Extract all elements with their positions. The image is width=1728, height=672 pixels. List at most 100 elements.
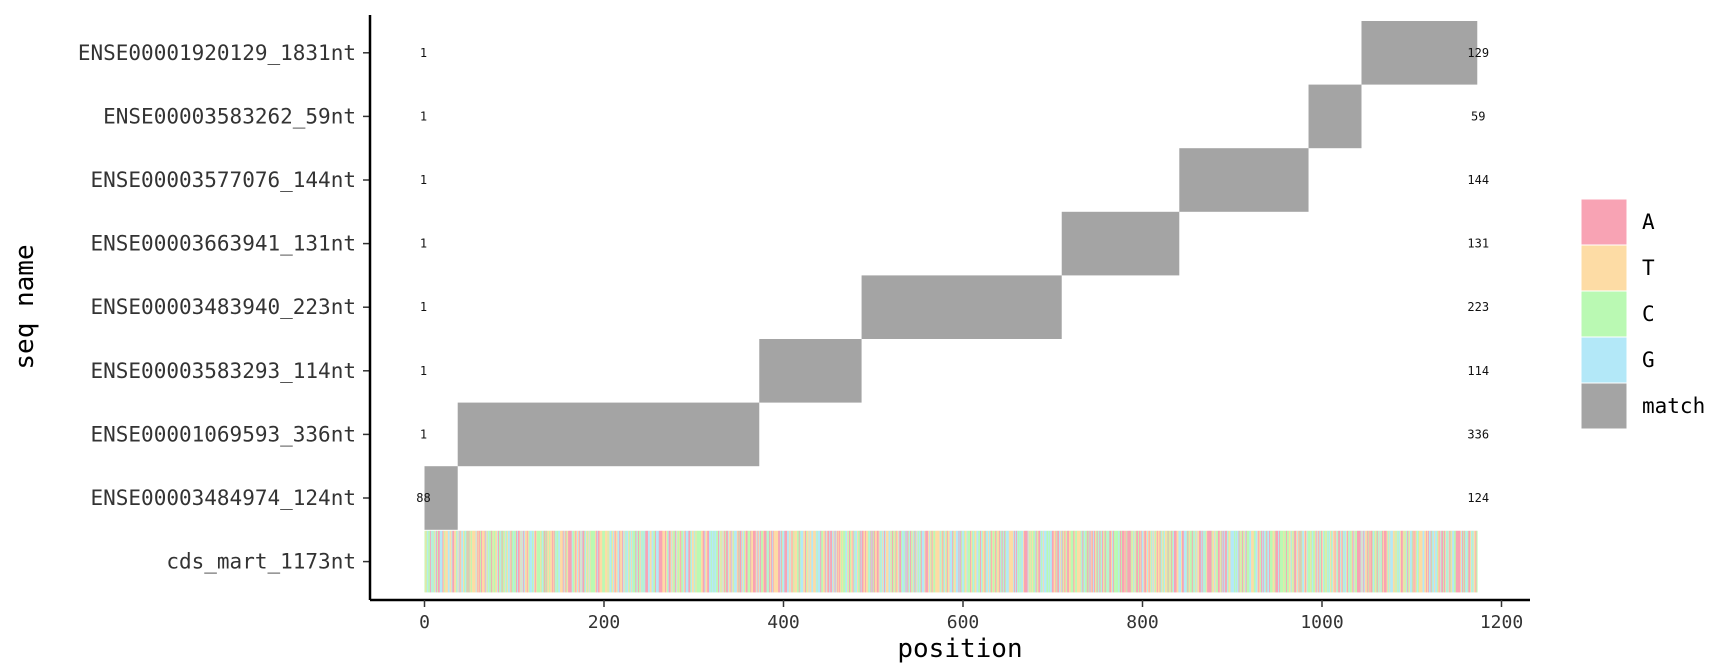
nucleotide-cell — [537, 530, 539, 593]
nucleotide-cell — [834, 530, 836, 593]
nucleotide-cell — [904, 530, 906, 593]
nucleotide-cell — [1137, 530, 1139, 593]
nucleotide-cell — [893, 530, 896, 593]
nucleotide-cell — [674, 530, 676, 593]
nucleotide-cell — [864, 530, 866, 593]
nucleotide-cell — [613, 530, 616, 593]
nucleotide-cell — [619, 530, 621, 593]
nucleotide-cell — [1300, 530, 1302, 593]
nucleotide-cell — [1148, 530, 1150, 593]
nucleotide-cell — [1084, 530, 1086, 593]
nucleotide-cell — [575, 530, 577, 593]
nucleotide-cell — [1118, 530, 1120, 593]
nucleotide-cell — [647, 530, 649, 593]
nucleotide-cell — [1349, 530, 1352, 593]
nucleotide-cell — [748, 530, 750, 593]
nucleotide-cell — [704, 530, 706, 593]
nucleotide-cell — [480, 530, 482, 593]
nucleotide-cell — [525, 530, 527, 593]
nucleotide-cell — [707, 530, 709, 593]
nucleotide-cell — [780, 530, 783, 593]
nucleotide-cell — [530, 530, 532, 593]
nucleotide-cell — [550, 530, 552, 593]
nucleotide-cell — [1274, 530, 1276, 593]
nucleotide-cell — [794, 530, 796, 593]
nucleotide-cell — [849, 530, 851, 593]
nucleotide-cell — [542, 530, 544, 593]
nucleotide-cell — [1405, 530, 1407, 593]
nucleotide-cell — [709, 530, 712, 593]
nucleotide-cell — [1442, 530, 1444, 593]
nucleotide-cell — [1099, 530, 1101, 593]
nucleotide-cell — [508, 530, 511, 593]
nucleotide-cell — [989, 530, 992, 593]
nucleotide-cell — [630, 530, 633, 593]
nucleotide-cell — [673, 530, 675, 593]
nucleotide-cell — [1304, 530, 1306, 593]
nucleotide-cell — [542, 530, 545, 593]
nucleotide-cell — [703, 530, 705, 593]
nucleotide-cell — [451, 530, 453, 593]
nucleotide-cell — [741, 530, 743, 593]
nucleotide-cell — [1454, 530, 1457, 593]
nucleotide-cell — [586, 530, 588, 593]
nucleotide-cell — [845, 530, 847, 593]
nucleotide-cell — [604, 530, 607, 593]
nucleotide-cell — [644, 530, 646, 593]
nucleotide-cell — [871, 530, 873, 593]
nucleotide-cell — [1325, 530, 1327, 593]
nucleotide-cell — [760, 530, 762, 593]
nucleotide-cell — [637, 530, 639, 593]
nucleotide-cell — [1076, 530, 1078, 593]
nucleotide-cell — [1151, 530, 1153, 593]
legend-swatch — [1580, 290, 1628, 338]
nucleotide-cell — [837, 530, 839, 593]
nucleotide-cell — [792, 530, 794, 593]
nucleotide-cell — [754, 530, 756, 593]
nucleotide-cell — [643, 530, 645, 593]
nucleotide-cell — [1391, 530, 1393, 593]
nucleotide-cell — [1354, 530, 1356, 593]
nucleotide-cell — [582, 530, 584, 593]
nucleotide-cell — [693, 530, 695, 593]
nucleotide-cell — [1185, 530, 1187, 593]
nucleotide-cell — [1374, 530, 1377, 593]
nucleotide-cell — [687, 530, 689, 593]
nucleotide-cell — [810, 530, 812, 593]
nucleotide-cell — [540, 530, 542, 593]
nucleotide-cell — [665, 530, 667, 593]
nucleotide-cell — [892, 530, 894, 593]
nucleotide-cell — [1134, 530, 1136, 593]
nucleotide-cell — [1462, 530, 1465, 593]
nucleotide-cell — [807, 530, 809, 593]
nucleotide-cell — [498, 530, 500, 593]
nucleotide-cell — [822, 530, 824, 593]
nucleotide-cell — [1460, 530, 1462, 593]
nucleotide-cell — [1233, 530, 1235, 593]
nucleotide-cell — [591, 530, 593, 593]
nucleotide-cell — [1168, 530, 1170, 593]
nucleotide-cell — [757, 530, 759, 593]
nucleotide-cell — [503, 530, 505, 593]
nucleotide-cell — [1181, 530, 1184, 593]
nucleotide-cell — [1068, 530, 1071, 593]
nucleotide-cell — [662, 530, 664, 593]
nucleotide-cell — [726, 530, 728, 593]
nucleotide-cell — [438, 530, 441, 593]
nucleotide-cell — [987, 530, 989, 593]
nucleotide-cell — [1341, 530, 1343, 593]
row-label: ENSE00003484974_124nt — [90, 486, 356, 510]
nucleotide-cell — [971, 530, 973, 593]
match-bar — [457, 402, 760, 467]
nucleotide-cell — [1307, 530, 1309, 593]
nucleotide-cell — [596, 530, 599, 593]
nucleotide-cell — [972, 530, 975, 593]
nucleotide-cell — [543, 530, 546, 593]
nucleotide-cell — [1159, 530, 1161, 593]
nucleotide-cell — [897, 530, 899, 593]
nucleotide-cell — [635, 530, 637, 593]
nucleotide-cell — [1139, 530, 1142, 593]
nucleotide-cell — [1466, 530, 1468, 593]
nucleotide-cell — [858, 530, 861, 593]
nucleotide-cell — [1219, 530, 1221, 593]
